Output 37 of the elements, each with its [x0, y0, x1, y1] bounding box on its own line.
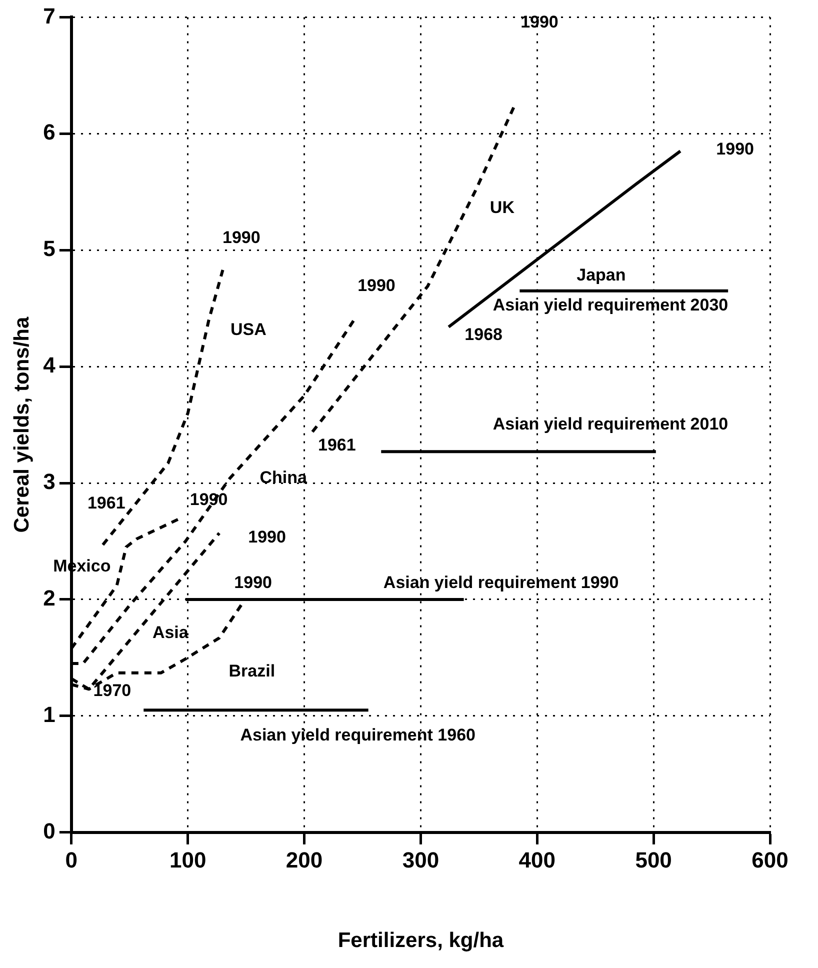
x-axis-title: Fertilizers, kg/ha — [338, 929, 504, 952]
y-axis-title: Cereal yields, tons/ha — [10, 316, 34, 533]
annotation: USA — [230, 320, 266, 340]
y-tick-label: 0 — [43, 818, 56, 844]
y-tick-label: 6 — [43, 120, 56, 145]
y-tick-label: 7 — [43, 3, 56, 28]
y-tick-label: 3 — [43, 469, 56, 494]
annotation: Asian yield requirement 1960 — [240, 725, 476, 744]
x-tick-label: 400 — [518, 848, 556, 873]
x-tick-label: 600 — [752, 848, 788, 873]
annotation: Asian yield requirement 1990 — [383, 572, 619, 592]
annotation: Asian yield requirement 2030 — [492, 296, 728, 315]
annotation: Brazil — [228, 661, 276, 680]
annotation: 1968 — [464, 324, 503, 344]
annotation: Asia — [152, 622, 189, 642]
x-tick-label: 0 — [65, 848, 78, 873]
x-tick-label: 100 — [170, 848, 206, 873]
annotation: 1990 — [248, 527, 286, 546]
y-tick-label: 4 — [43, 352, 56, 378]
x-tick-label: 200 — [286, 848, 323, 873]
y-tick-label: 1 — [43, 702, 56, 728]
annotation: China — [260, 468, 308, 488]
x-tick-label: 300 — [402, 848, 440, 873]
annotation: 1990 — [358, 276, 396, 295]
y-tick-label: 2 — [43, 586, 56, 611]
annotation: Asian yield requirement 2010 — [492, 414, 728, 434]
annotation: UK — [490, 198, 516, 217]
annotation: 1990 — [222, 228, 260, 248]
annotation: 1990 — [234, 572, 272, 592]
annotation: Japan — [576, 265, 626, 284]
annotation: 1970 — [93, 681, 132, 700]
x-tick-label: 500 — [635, 848, 672, 873]
annotation: 1990 — [520, 12, 558, 32]
annotation: 1961 — [87, 494, 126, 513]
annotation: 1961 — [318, 435, 356, 454]
y-tick-label: 5 — [43, 236, 56, 262]
annotation: 1990 — [716, 140, 754, 159]
